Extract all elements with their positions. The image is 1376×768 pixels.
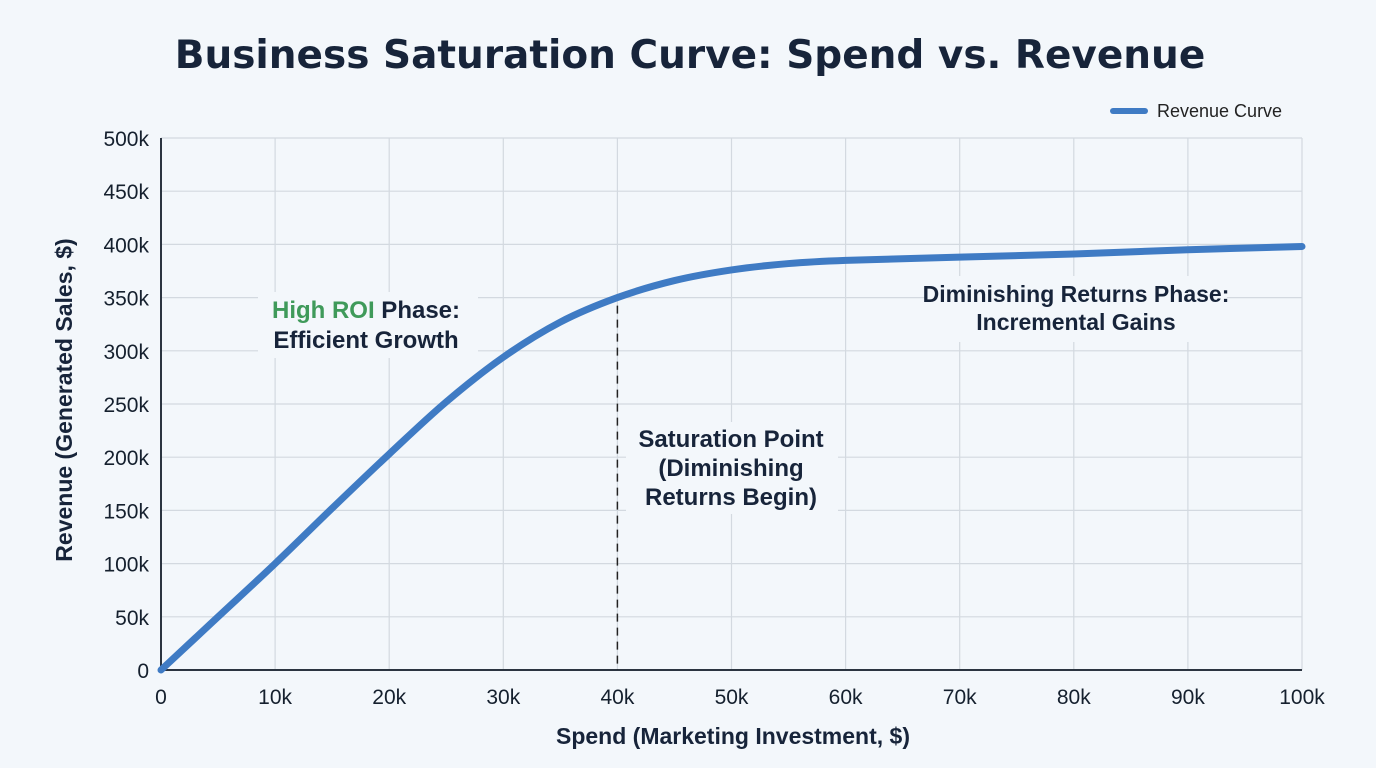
- saturation-annotation: Saturation Point (Diminishing Returns Be…: [626, 422, 838, 514]
- high-roi-highlight: High ROI: [272, 297, 375, 324]
- x-tick-label: 60k: [829, 686, 863, 709]
- high-roi-annotation: High ROI Phase: Efficient Growth: [258, 292, 478, 358]
- y-tick-label: 50k: [115, 607, 149, 630]
- x-tick-label: 20k: [372, 686, 406, 709]
- y-tick-label: 250k: [103, 394, 149, 417]
- high-roi-phase: Phase:: [375, 297, 460, 324]
- x-tick-label: 40k: [600, 686, 634, 709]
- saturation-label-2: (Diminishing: [658, 455, 803, 482]
- grid: [161, 137, 1303, 670]
- x-tick-label: 0: [155, 686, 167, 709]
- high-roi-line1: High ROI Phase:: [272, 297, 460, 324]
- y-tick-label: 300k: [103, 341, 149, 364]
- high-roi-line2: Efficient Growth: [273, 327, 458, 354]
- x-tick-label: 50k: [715, 686, 749, 709]
- x-tick-label: 30k: [486, 686, 520, 709]
- chart-title: Business Saturation Curve: Spend vs. Rev…: [175, 33, 1206, 78]
- saturation-label-3: Returns Begin): [645, 484, 817, 511]
- y-tick-label: 0: [137, 660, 149, 683]
- revenue-curve: [157, 243, 1306, 674]
- diminishing-annotation: Diminishing Returns Phase: Incremental G…: [923, 276, 1230, 342]
- legend-label: Revenue Curve: [1157, 101, 1282, 121]
- y-tick-label: 350k: [103, 288, 149, 311]
- axes: [160, 138, 1302, 671]
- y-tick-label: 450k: [103, 181, 149, 204]
- y-tick-label: 400k: [103, 234, 149, 257]
- diminishing-label-2: Incremental Gains: [976, 309, 1175, 335]
- y-tick-label: 100k: [103, 554, 149, 577]
- y-tick-label: 150k: [103, 500, 149, 523]
- y-tick-label: 200k: [103, 447, 149, 470]
- x-tick-label: 10k: [258, 686, 292, 709]
- x-tick-label: 70k: [943, 686, 977, 709]
- y-tick-label: 500k: [103, 128, 149, 151]
- tick-labels: 0 10k 20k 30k 40k 50k 60k 70k 80k 90k 100k 0 50k 100k…: [103, 128, 1325, 709]
- diminishing-label-1: Diminishing Returns Phase:: [923, 281, 1230, 307]
- x-tick-label: 80k: [1057, 686, 1091, 709]
- x-tick-label: 100k: [1279, 686, 1325, 709]
- saturation-label-1: Saturation Point: [638, 426, 823, 453]
- x-axis-label: Spend (Marketing Investment, $): [556, 723, 910, 749]
- y-axis-label: Revenue (Generated Sales, $): [51, 238, 77, 561]
- x-tick-label: 90k: [1171, 686, 1205, 709]
- legend: Revenue Curve: [1110, 101, 1282, 121]
